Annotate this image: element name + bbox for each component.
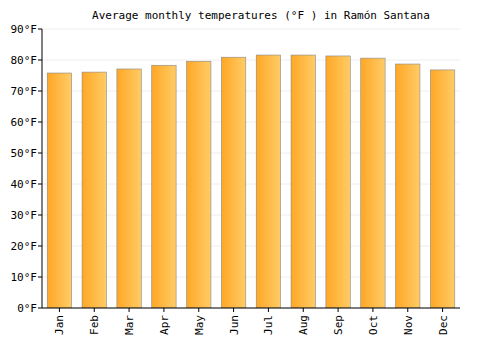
bar [152, 65, 176, 308]
y-tick-label: 60°F [11, 116, 38, 129]
y-tick-label: 70°F [11, 85, 38, 98]
y-tick-label: 40°F [11, 178, 38, 191]
bar [117, 69, 141, 308]
y-tick [38, 153, 42, 154]
x-tick-label: Feb [88, 315, 101, 335]
x-tick-label: Jul [262, 315, 275, 335]
bar [291, 55, 315, 308]
bars [47, 55, 455, 308]
x-tick [268, 308, 269, 312]
y-tick-label: 50°F [11, 147, 38, 160]
x-tick-label: Nov [402, 315, 415, 335]
bar [47, 73, 71, 308]
title: Average monthly temperatures (°F ) in Ra… [92, 9, 430, 22]
x-tick-label: Aug [297, 315, 310, 335]
bar [187, 61, 211, 308]
x-tick-label: Sep [332, 315, 345, 335]
grid-line [42, 60, 460, 61]
chart-container: Average monthly temperatures (°F ) in Ra… [0, 0, 500, 350]
x-tick [303, 308, 304, 312]
y-tick [38, 246, 42, 247]
bar [256, 55, 280, 308]
x-axis [42, 308, 460, 309]
x-tick-label: Dec [437, 315, 450, 335]
x-tick-label: Jun [228, 315, 241, 335]
y-tick [38, 277, 42, 278]
y-tick-label: 20°F [11, 240, 38, 253]
x-tick [129, 308, 130, 312]
bar [430, 70, 454, 308]
bar [361, 58, 385, 308]
bar [396, 64, 420, 308]
bar [221, 57, 245, 308]
x-tick [59, 308, 60, 312]
x-tick-label: Apr [158, 315, 171, 335]
y-tick [38, 29, 42, 30]
x-tick-label: Jan [53, 315, 66, 335]
y-tick [38, 184, 42, 185]
x-tick [338, 308, 339, 312]
x-tick-label: Mar [123, 315, 136, 335]
chart-svg: Average monthly temperatures (°F ) in Ra… [0, 0, 500, 350]
y-tick-label: 10°F [11, 271, 38, 284]
y-tick-label: 30°F [11, 209, 38, 222]
y-tick [38, 60, 42, 61]
y-tick [38, 122, 42, 123]
x-tick [198, 308, 199, 312]
x-tick [233, 308, 234, 312]
x-tick-label: Oct [367, 315, 380, 335]
y-tick-label: 0°F [17, 302, 37, 315]
x-tick-label: May [193, 315, 206, 335]
x-tick [372, 308, 373, 312]
bar [82, 72, 106, 308]
y-tick [38, 215, 42, 216]
y-tick-label: 90°F [11, 23, 38, 36]
x-tick [94, 308, 95, 312]
x-tick [163, 308, 164, 312]
y-tick [38, 91, 42, 92]
grid-line [42, 308, 460, 309]
y-axis [42, 29, 43, 308]
y-tick-label: 80°F [11, 54, 38, 67]
y-tick [38, 308, 42, 309]
grid-line [42, 29, 460, 30]
bar [326, 56, 350, 308]
x-tick [442, 308, 443, 312]
x-tick [407, 308, 408, 312]
